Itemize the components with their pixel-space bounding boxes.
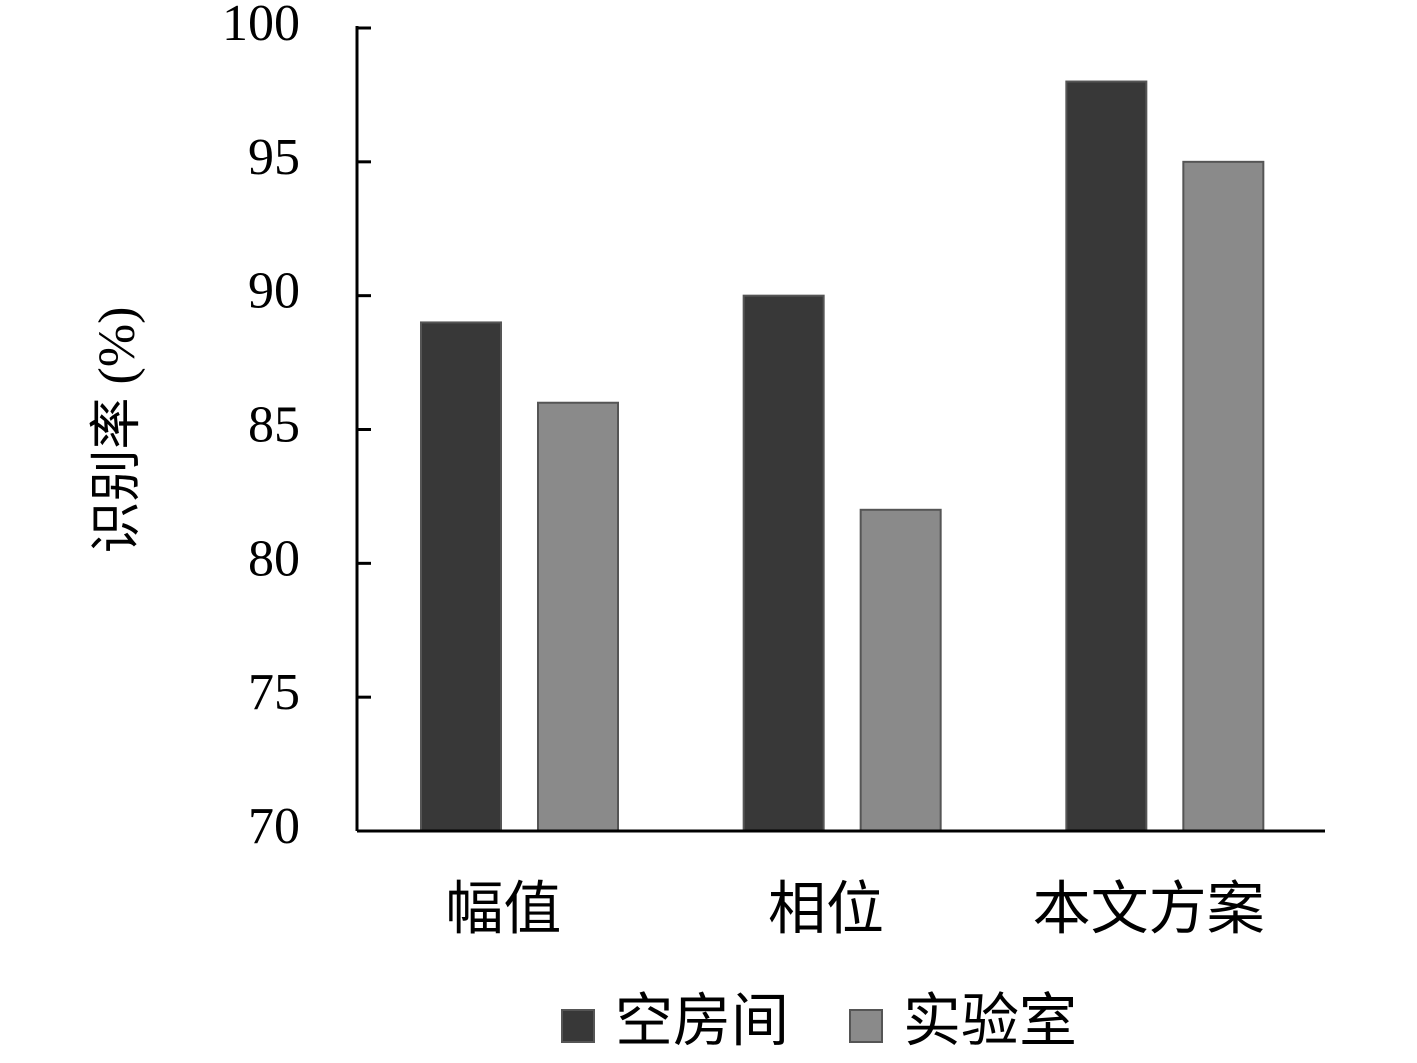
y-tick-label: 70 (248, 798, 300, 855)
legend-label: 空房间 (615, 988, 789, 1053)
legend-label: 实验室 (903, 988, 1077, 1053)
legend-swatch (849, 1009, 883, 1043)
bar (742, 294, 825, 832)
legend-swatch (561, 1009, 595, 1043)
y-axis-label: 识别率 (%) (89, 307, 146, 554)
y-tick-label: 95 (248, 129, 300, 186)
y-tick-label: 85 (248, 396, 300, 453)
bar (537, 401, 619, 832)
y-tick-label: 80 (248, 530, 300, 587)
x-tick-label: 相位 (768, 876, 884, 941)
y-tick-label: 90 (248, 263, 300, 320)
x-tick-label: 本文方案 (1033, 876, 1265, 941)
bar (859, 508, 942, 832)
x-tick-label: 幅值 (445, 876, 561, 941)
y-tick-label: 75 (248, 664, 300, 721)
bar (1182, 160, 1265, 833)
bar (1065, 80, 1148, 833)
bar (420, 321, 502, 832)
y-tick-label: 100 (222, 0, 300, 52)
